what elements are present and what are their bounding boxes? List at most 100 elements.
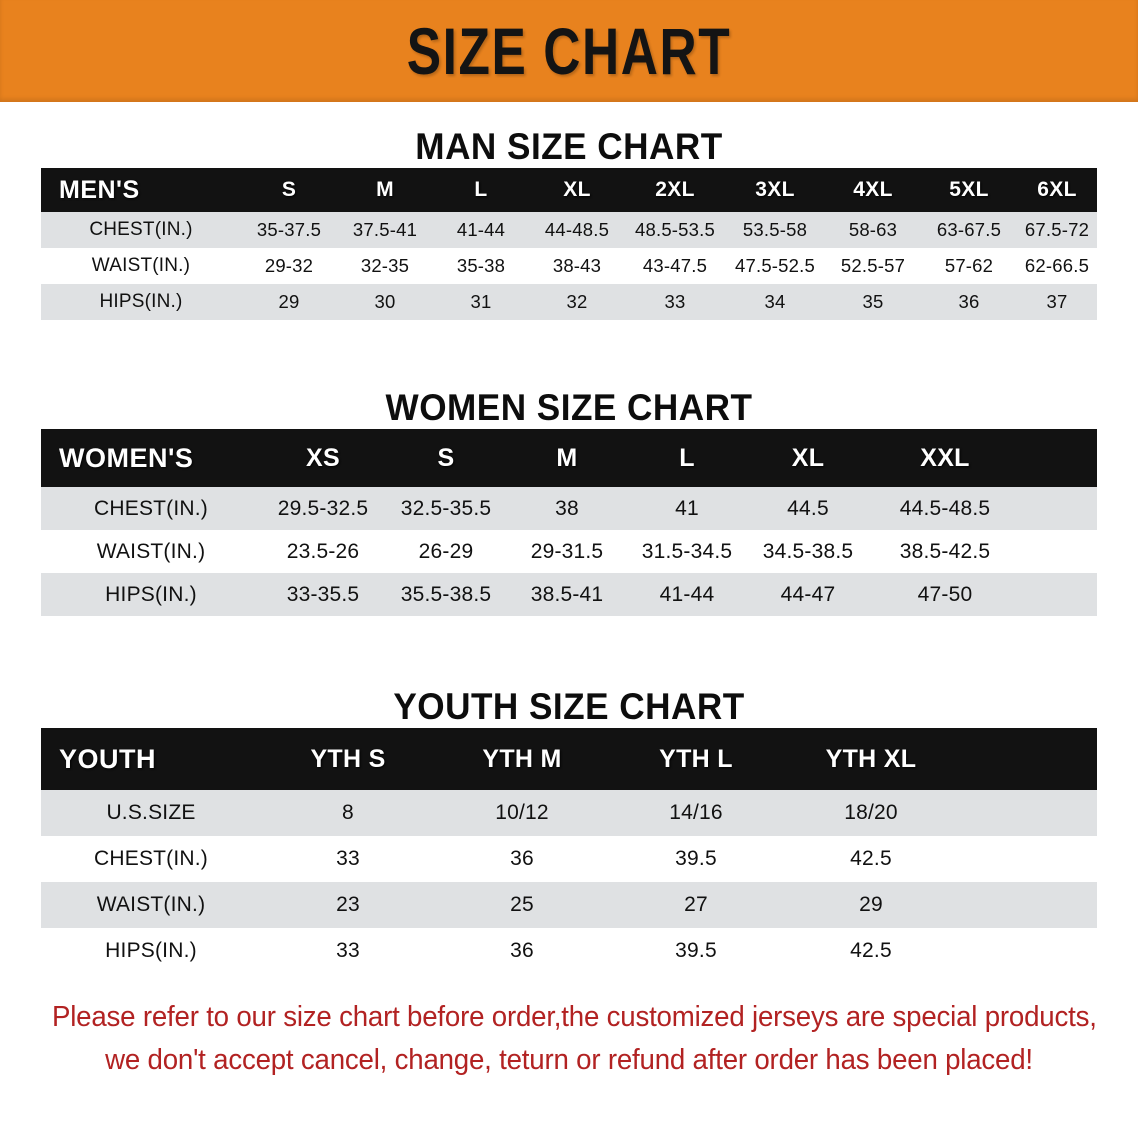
man-waist-s: 29-32 <box>241 248 337 284</box>
women-waist-s: 26-29 <box>385 530 507 573</box>
order-policy-note-line-2: we don't accept cancel, change, teturn o… <box>105 1044 1033 1077</box>
women-size-header-l: L <box>627 429 747 487</box>
women-hips-xs: 33-35.5 <box>261 573 385 616</box>
man-size-header-5xl: 5XL <box>921 168 1017 212</box>
youth-chest-spacer <box>959 836 1097 882</box>
youth-chest-xl: 42.5 <box>783 836 959 882</box>
women-chest-row: CHEST(IN.) 29.5-32.5 32.5-35.5 38 41 44.… <box>41 487 1097 530</box>
women-size-header-s: S <box>385 429 507 487</box>
man-hips-5xl: 36 <box>921 284 1017 320</box>
youth-ussize-row: U.S.SIZE 8 10/12 14/16 18/20 <box>41 790 1097 836</box>
youth-hips-spacer <box>959 928 1097 974</box>
women-hips-m: 38.5-41 <box>507 573 627 616</box>
man-header-row: MEN'S S M L XL 2XL 3XL 4XL 5XL 6XL <box>41 168 1097 212</box>
youth-hips-xl: 42.5 <box>783 928 959 974</box>
man-chest-5xl: 63-67.5 <box>921 212 1017 248</box>
women-chest-m: 38 <box>507 487 627 530</box>
women-waist-m: 29-31.5 <box>507 530 627 573</box>
man-hips-xl: 32 <box>529 284 625 320</box>
women-size-header-xs: XS <box>261 429 385 487</box>
man-hips-2xl: 33 <box>625 284 725 320</box>
man-size-header-4xl: 4XL <box>825 168 921 212</box>
man-size-header-l: L <box>433 168 529 212</box>
youth-size-header-l: YTH L <box>609 728 783 790</box>
youth-waist-label: WAIST(IN.) <box>41 882 261 928</box>
youth-size-header-xl: YTH XL <box>783 728 959 790</box>
youth-waist-spacer <box>959 882 1097 928</box>
youth-section-title: YOUTH SIZE CHART <box>393 686 745 727</box>
order-policy-note-line-1: Please refer to our size chart before or… <box>51 1001 1097 1033</box>
youth-waist-row: WAIST(IN.) 23 25 27 29 <box>41 882 1097 928</box>
youth-chest-row: CHEST(IN.) 33 36 39.5 42.5 <box>41 836 1097 882</box>
women-waist-xl: 34.5-38.5 <box>747 530 869 573</box>
youth-size-header-s: YTH S <box>261 728 435 790</box>
youth-hips-row: HIPS(IN.) 33 36 39.5 42.5 <box>41 928 1097 974</box>
women-chest-s: 32.5-35.5 <box>385 487 507 530</box>
women-waist-xxl: 38.5-42.5 <box>869 530 1021 573</box>
women-section-title: WOMEN SIZE CHART <box>385 387 753 428</box>
man-table-wrap: MEN'S S M L XL 2XL 3XL 4XL 5XL 6XL CHEST… <box>0 168 1138 320</box>
man-size-header-m: M <box>337 168 433 212</box>
youth-ussize-s: 8 <box>261 790 435 836</box>
women-header-row: WOMEN'S XS S M L XL XXL <box>41 429 1097 487</box>
man-waist-2xl: 43-47.5 <box>625 248 725 284</box>
women-chest-l: 41 <box>627 487 747 530</box>
youth-waist-s: 23 <box>261 882 435 928</box>
women-table-body: WOMEN'S XS S M L XL XXL CHEST(IN.) 29.5-… <box>41 429 1097 616</box>
man-waist-label: WAIST(IN.) <box>41 248 241 284</box>
man-hips-l: 31 <box>433 284 529 320</box>
women-hips-row: HIPS(IN.) 33-35.5 35.5-38.5 38.5-41 41-4… <box>41 573 1097 616</box>
women-waist-l: 31.5-34.5 <box>627 530 747 573</box>
man-size-header-s: S <box>241 168 337 212</box>
man-hips-label: HIPS(IN.) <box>41 284 241 320</box>
man-chest-2xl: 48.5-53.5 <box>625 212 725 248</box>
women-hips-label: HIPS(IN.) <box>41 573 261 616</box>
youth-hips-m: 36 <box>435 928 609 974</box>
man-size-header-3xl: 3XL <box>725 168 825 212</box>
women-chest-label: CHEST(IN.) <box>41 487 261 530</box>
youth-ussize-label: U.S.SIZE <box>41 790 261 836</box>
youth-chest-l: 39.5 <box>609 836 783 882</box>
man-waist-4xl: 52.5-57 <box>825 248 921 284</box>
women-hips-spacer <box>1021 573 1097 616</box>
spacer-after-man-table <box>0 320 1138 358</box>
women-waist-row: WAIST(IN.) 23.5-26 26-29 29-31.5 31.5-34… <box>41 530 1097 573</box>
youth-ussize-xl: 18/20 <box>783 790 959 836</box>
man-waist-3xl: 47.5-52.5 <box>725 248 825 284</box>
man-hips-3xl: 34 <box>725 284 825 320</box>
man-corner-label: MEN'S <box>41 168 241 212</box>
man-size-table: MEN'S S M L XL 2XL 3XL 4XL 5XL 6XL CHEST… <box>41 168 1097 320</box>
spacer-after-women-table <box>0 616 1138 656</box>
women-chest-xxl: 44.5-48.5 <box>869 487 1021 530</box>
man-size-header-xl: XL <box>529 168 625 212</box>
man-chest-6xl: 67.5-72 <box>1017 212 1097 248</box>
youth-hips-s: 33 <box>261 928 435 974</box>
women-corner-label: WOMEN'S <box>41 429 261 487</box>
youth-header-row: YOUTH YTH S YTH M YTH L YTH XL <box>41 728 1097 790</box>
man-section-title: MAN SIZE CHART <box>415 126 723 167</box>
women-waist-xs: 23.5-26 <box>261 530 385 573</box>
women-waist-spacer <box>1021 530 1097 573</box>
man-chest-l: 41-44 <box>433 212 529 248</box>
man-hips-row: HIPS(IN.) 29 30 31 32 33 34 35 36 37 <box>41 284 1097 320</box>
page-title: SIZE CHART <box>406 14 732 88</box>
youth-hips-l: 39.5 <box>609 928 783 974</box>
man-chest-row: CHEST(IN.) 35-37.5 37.5-41 41-44 44-48.5… <box>41 212 1097 248</box>
youth-table-wrap: YOUTH YTH S YTH M YTH L YTH XL U.S.SIZE … <box>0 728 1138 974</box>
youth-waist-xl: 29 <box>783 882 959 928</box>
youth-ussize-m: 10/12 <box>435 790 609 836</box>
man-hips-s: 29 <box>241 284 337 320</box>
women-hips-xxl: 47-50 <box>869 573 1021 616</box>
youth-header-spacer <box>959 728 1097 790</box>
man-waist-6xl: 62-66.5 <box>1017 248 1097 284</box>
man-hips-m: 30 <box>337 284 433 320</box>
women-header-spacer <box>1021 429 1097 487</box>
man-chest-s: 35-37.5 <box>241 212 337 248</box>
women-size-header-m: M <box>507 429 627 487</box>
women-waist-label: WAIST(IN.) <box>41 530 261 573</box>
youth-corner-label: YOUTH <box>41 728 261 790</box>
women-size-header-xxl: XXL <box>869 429 1021 487</box>
women-hips-s: 35.5-38.5 <box>385 573 507 616</box>
man-chest-xl: 44-48.5 <box>529 212 625 248</box>
man-chest-3xl: 53.5-58 <box>725 212 825 248</box>
